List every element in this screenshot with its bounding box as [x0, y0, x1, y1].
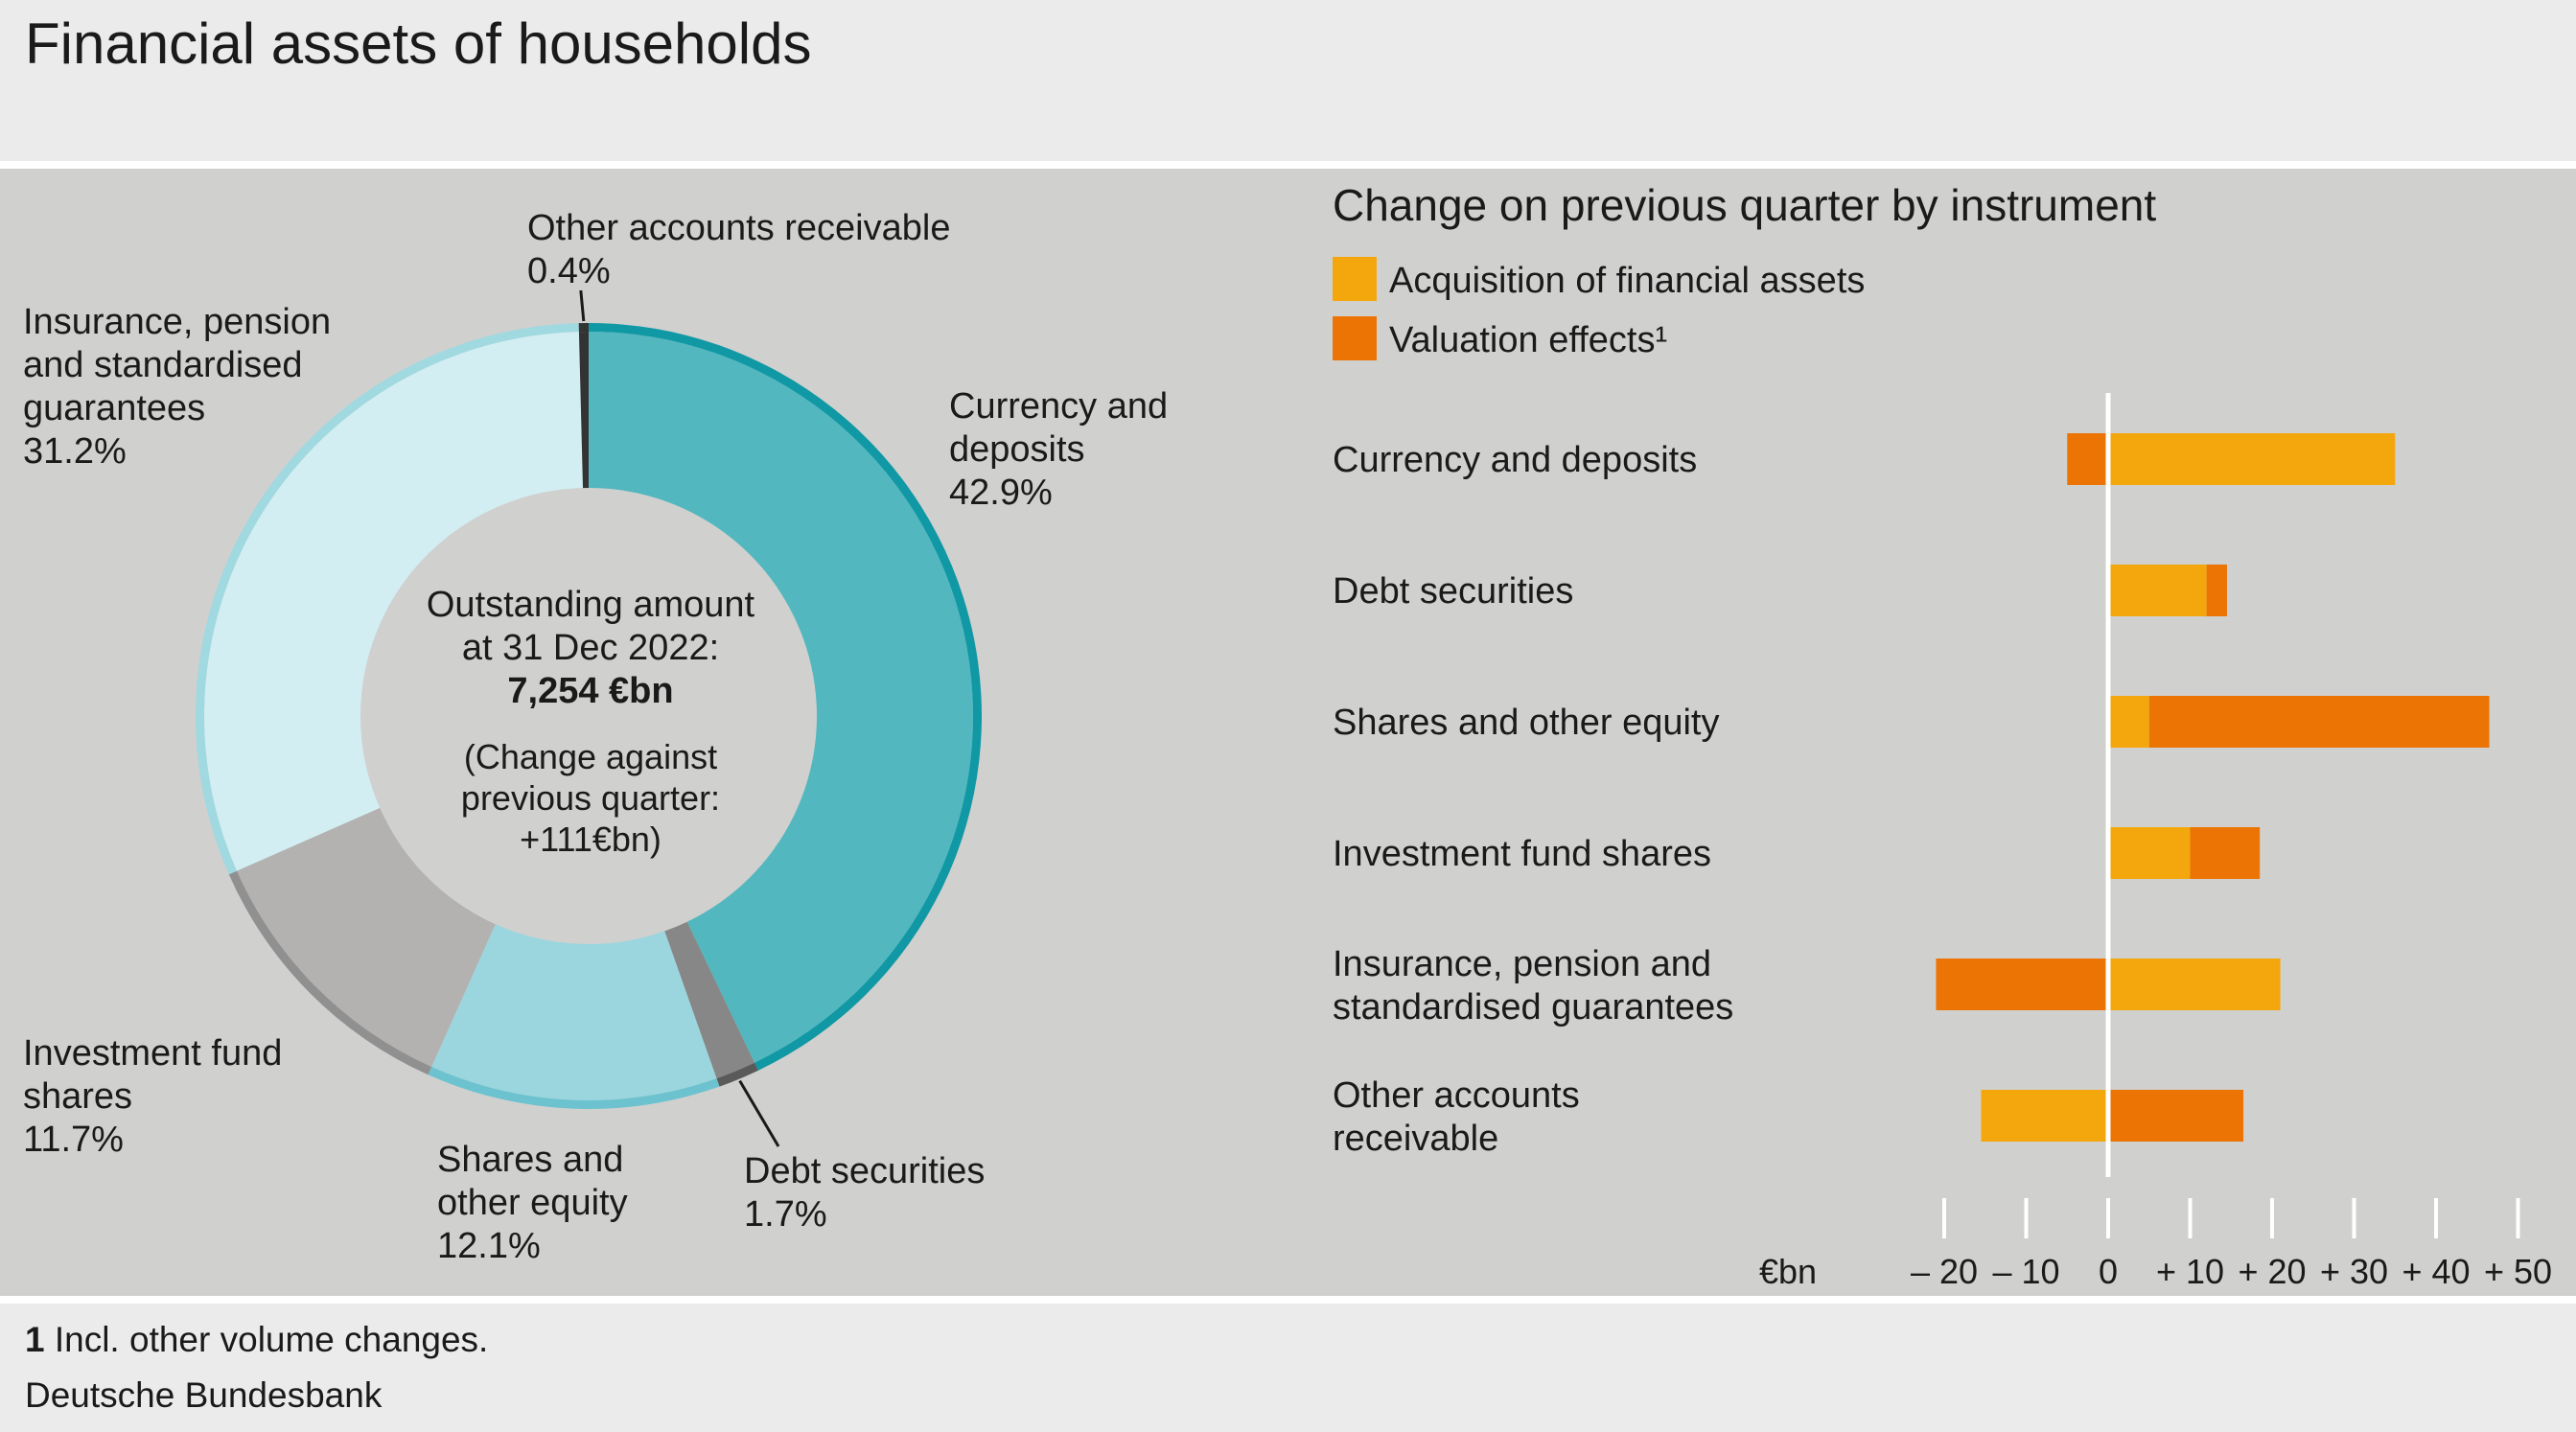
legend-label-valuation: Valuation effects¹ — [1389, 320, 1667, 360]
category-label: Currency and deposits — [1333, 440, 1697, 480]
donut-chart — [196, 323, 983, 1109]
donut-center-line4: (Change against — [464, 737, 717, 776]
x-tick-label: 0 — [2099, 1252, 2118, 1291]
x-tick-label: + 50 — [2484, 1252, 2552, 1291]
bar-acquisition — [2108, 696, 2149, 748]
donut-center-line3: 7,254 €bn — [507, 671, 673, 711]
bar-acquisition — [1981, 1090, 2108, 1142]
category-label: standardised guarantees — [1333, 987, 1733, 1028]
legend-label-acquisition: Acquisition of financial assets — [1389, 261, 1865, 301]
bar-valuation — [2190, 827, 2261, 879]
donut-ring-shares_equity — [428, 1066, 720, 1109]
legend-swatch-valuation — [1333, 316, 1377, 360]
donut-value-other_accounts: 0.4% — [527, 251, 611, 291]
x-tick-label: – 20 — [1911, 1252, 1978, 1291]
donut-ring-debt_securities — [716, 1062, 758, 1087]
leader-line-other-accounts — [579, 289, 586, 322]
category-label: Other accounts — [1333, 1075, 1580, 1116]
donut-label-debt_securities: Debt securities — [744, 1151, 985, 1191]
donut-value-investment_fund: 11.7% — [23, 1120, 124, 1160]
donut-label-currency_deposits: Currency and — [949, 386, 1168, 427]
donut-label-shares_equity: Shares and — [437, 1140, 623, 1180]
bar-valuation — [1936, 959, 2108, 1010]
divider-top — [0, 161, 2576, 169]
donut-center-line1: Outstanding amount — [427, 585, 755, 625]
bar-acquisition — [2108, 433, 2396, 485]
category-label: Debt securities — [1333, 571, 1573, 612]
x-tick-label: + 10 — [2156, 1252, 2224, 1291]
legend-swatch-acquisition — [1333, 257, 1377, 301]
donut-label-shares_equity: other equity — [437, 1183, 628, 1223]
donut-label-investment_fund: shares — [23, 1076, 132, 1117]
category-label: Investment fund shares — [1333, 834, 1711, 874]
bar-chart: Change on previous quarter by instrument… — [1333, 180, 2552, 1291]
donut-label-insurance_pension: guarantees — [23, 388, 205, 428]
donut-label-other_accounts: Other accounts receivable — [527, 208, 950, 248]
donut-label-insurance_pension: and standardised — [23, 345, 303, 385]
source-note: Deutsche Bundesbank — [25, 1375, 383, 1415]
donut-center-line5: previous quarter: — [461, 778, 720, 818]
donut-label-insurance_pension: Insurance, pension — [23, 302, 331, 342]
x-tick-label: – 10 — [1992, 1252, 2059, 1291]
donut-label-currency_deposits: deposits — [949, 429, 1085, 470]
donut-slice-other_accounts — [578, 332, 589, 489]
x-tick-label: + 40 — [2402, 1252, 2470, 1291]
bar-valuation — [2206, 565, 2227, 616]
footnote-text: Incl. other volume changes. — [54, 1320, 489, 1359]
leader-line-debt-securities — [738, 1079, 780, 1147]
donut-ring-insurance_pension — [196, 323, 579, 875]
donut-slice-investment_fund — [236, 807, 496, 1067]
bar-acquisition — [2108, 827, 2191, 879]
donut-slice-insurance_pension — [204, 332, 584, 871]
donut-slice-currency_deposits — [589, 332, 974, 1063]
bar-acquisition — [2108, 565, 2207, 616]
bar-chart-title: Change on previous quarter by instrument — [1333, 180, 2156, 230]
x-axis-unit: €bn — [1759, 1252, 1817, 1291]
header: Financial assets of households — [0, 0, 2576, 161]
donut-slice-debt_securities — [664, 921, 755, 1079]
x-tick-label: + 30 — [2320, 1252, 2388, 1291]
donut-center-line6: +111€bn) — [520, 820, 661, 859]
x-tick-label: + 20 — [2238, 1252, 2306, 1291]
divider-bottom — [0, 1296, 2576, 1304]
donut-value-debt_securities: 1.7% — [744, 1194, 827, 1235]
bar-valuation — [2108, 1090, 2244, 1142]
bar-acquisition — [2108, 959, 2281, 1010]
page-title: Financial assets of households — [25, 12, 812, 76]
donut-value-insurance_pension: 31.2% — [23, 431, 127, 472]
category-label: receivable — [1333, 1119, 1498, 1159]
bar-valuation — [2067, 433, 2108, 485]
footnote-marker: 1 — [25, 1320, 45, 1359]
donut-label-investment_fund: Investment fund — [23, 1033, 282, 1074]
donut-value-currency_deposits: 42.9% — [949, 473, 1053, 513]
donut-center-line2: at 31 Dec 2022: — [462, 628, 719, 668]
donut-value-shares_equity: 12.1% — [437, 1226, 541, 1266]
category-label: Insurance, pension and — [1333, 944, 1711, 984]
bar-valuation — [2148, 696, 2490, 748]
category-label: Shares and other equity — [1333, 703, 1720, 743]
footnote: 1 Incl. other volume changes. — [25, 1318, 488, 1362]
donut-slice-shares_equity — [431, 924, 717, 1100]
donut-ring-other_accounts — [578, 323, 589, 333]
